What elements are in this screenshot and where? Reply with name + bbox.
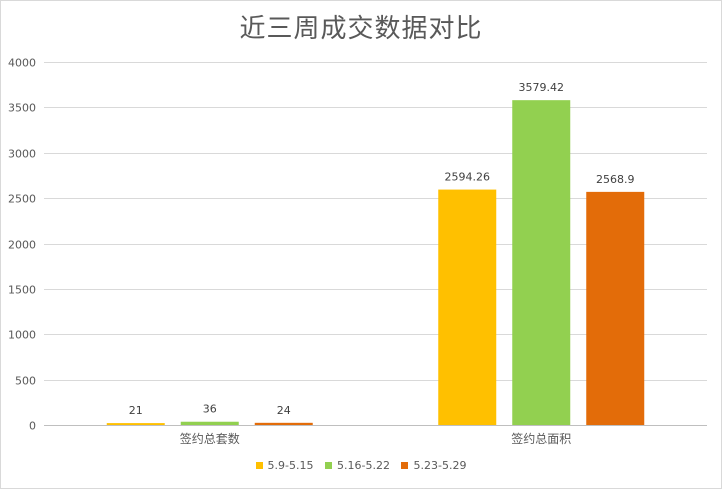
legend-item: 5.9-5.15 — [255, 459, 314, 472]
y-tick-label: 1000 — [8, 329, 36, 342]
bar — [106, 423, 165, 425]
x-category-label: 签约总面积 — [511, 431, 571, 446]
bar — [438, 189, 497, 425]
bar — [180, 421, 239, 425]
x-axis-categories: 签约总套数 签约总面积 — [180, 431, 572, 446]
chart-title: 近三周成交数据对比 — [239, 14, 483, 44]
legend: 5.9-5.15 5.16-5.22 5.23-5.29 — [0, 459, 722, 472]
data-label: 21 — [129, 404, 143, 417]
y-axis-ticks: 0 500 1000 1500 2000 2500 3000 3500 4000 — [8, 57, 36, 433]
data-labels: 21 36 24 2594.26 3579.42 2568.9 — [129, 81, 635, 417]
y-tick-label: 1500 — [8, 284, 36, 297]
y-tick-label: 2000 — [8, 239, 36, 252]
y-tick-label: 2500 — [8, 193, 36, 206]
y-tick-label: 4000 — [8, 57, 36, 70]
legend-swatch — [325, 462, 333, 469]
legend-swatch — [255, 462, 263, 469]
bar — [512, 100, 571, 425]
y-tick-label: 500 — [15, 375, 36, 388]
legend-item: 5.16-5.22 — [325, 459, 390, 472]
legend-label: 5.23-5.29 — [413, 459, 467, 472]
bar — [254, 422, 313, 425]
data-label: 2568.9 — [596, 173, 635, 186]
y-tick-label: 3500 — [8, 102, 36, 115]
legend-label: 5.9-5.15 — [267, 459, 314, 472]
bar — [586, 191, 645, 425]
data-label: 2594.26 — [445, 171, 491, 184]
data-label: 36 — [203, 403, 217, 416]
y-tick-label: 3000 — [8, 148, 36, 161]
y-tick-label: 0 — [29, 420, 36, 433]
data-label: 3579.42 — [519, 81, 565, 94]
legend-label: 5.16-5.22 — [337, 459, 390, 472]
x-category-label: 签约总套数 — [180, 431, 240, 446]
data-label: 24 — [277, 404, 291, 417]
bars — [106, 100, 645, 425]
legend-item: 5.23-5.29 — [401, 459, 466, 472]
legend-swatch — [401, 462, 409, 469]
